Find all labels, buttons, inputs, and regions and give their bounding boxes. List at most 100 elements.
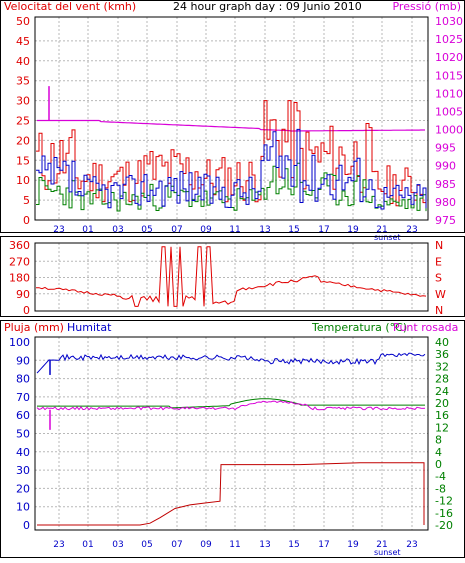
pressure-tick-975: 975 — [435, 214, 456, 227]
pressure-tick-980: 980 — [435, 196, 456, 209]
dewpoint-line — [36, 400, 426, 411]
pressure-tick-995: 995 — [435, 142, 456, 155]
direction-line — [36, 246, 427, 307]
p1-xtick-7: 13 — [259, 225, 270, 235]
temp-tick-24: 24 — [435, 385, 449, 398]
rain-line — [37, 462, 425, 526]
p1-xtick-9: 17 — [318, 225, 329, 235]
pressure-tick-1010: 1010 — [435, 87, 463, 100]
humidity-axis-label: Humitat — [67, 321, 112, 334]
temp-tick-20: 20 — [435, 397, 449, 410]
hum-tick-20: 20 — [16, 482, 30, 495]
p1-xtick-0: 23 — [53, 225, 64, 235]
hum-tick-0: 0 — [23, 519, 30, 532]
hum-tick-90: 90 — [16, 354, 30, 367]
hum-tick-60: 60 — [16, 409, 30, 422]
rain-axis-label: Pluja (mm) — [4, 321, 64, 334]
wind-tick-0: 0 — [23, 214, 30, 227]
pressure-tick-1020: 1020 — [435, 51, 463, 64]
panel3-grid — [35, 337, 428, 530]
p3-xtick-12: 23 — [406, 540, 417, 550]
p1-xtick-4: 07 — [171, 225, 182, 235]
temp-tick-0: 0 — [435, 458, 442, 471]
pressure-tick-990: 990 — [435, 160, 456, 173]
pressure-axis-label: Pressió (mb) — [392, 0, 461, 13]
rain-humidity-y-ticks: 0 10 20 30 40 50 60 70 80 90 100 — [9, 336, 30, 532]
panel-wind-pressure: Velocitat del vent (kmh) 24 hour graph d… — [0, 0, 465, 242]
wind-tick-15: 15 — [16, 154, 30, 167]
temp-tick-12: 12 — [435, 421, 449, 434]
panel3-x-ticks: 23 01 03 05 07 09 11 13 15 17 19 21 23 — [53, 540, 417, 550]
p1-xtick-2: 03 — [112, 225, 123, 235]
temp-tick--4: -4 — [435, 470, 446, 483]
wind-average-line — [36, 128, 427, 210]
compass-W: W — [435, 288, 446, 301]
panel-rain-humidity-temperature: Pluja (mm) Humitat Temperatura (°C) Punt… — [0, 320, 465, 558]
p3-xtick-9: 17 — [318, 540, 329, 550]
wind-axis-label: Velocitat del vent (kmh) — [4, 0, 136, 13]
gust-line — [36, 100, 427, 207]
panel2-grid — [35, 243, 428, 311]
wind-tick-35: 35 — [16, 75, 30, 88]
hum-tick-100: 100 — [9, 336, 30, 349]
p3-xtick-2: 03 — [112, 540, 123, 550]
humidity-line — [36, 352, 426, 374]
pressure-tick-1030: 1030 — [435, 15, 463, 28]
pressure-tick-985: 985 — [435, 178, 456, 191]
temp-tick--20: -20 — [435, 519, 453, 532]
wind-tick-40: 40 — [16, 55, 30, 68]
panel1-x-ticks: 23 01 03 05 07 09 11 13 15 17 19 21 23 — [53, 225, 417, 235]
temperature-axis-label: Temperatura (°C) — [311, 321, 407, 334]
sunset-label-2: sunset — [374, 548, 401, 557]
wind-tick-30: 30 — [16, 95, 30, 108]
panel2-plot-frame — [34, 242, 429, 312]
p3-xtick-5: 09 — [200, 540, 212, 550]
p3-xtick-6: 11 — [229, 540, 240, 550]
compass-E: E — [435, 255, 442, 268]
wind-tick-20: 20 — [16, 134, 30, 147]
hum-tick-70: 70 — [16, 391, 30, 404]
wind-tick-10: 10 — [16, 174, 30, 187]
p3-xtick-11: 21 — [376, 540, 387, 550]
panel1-series — [36, 86, 427, 212]
temp-tick-40: 40 — [435, 336, 449, 349]
hum-tick-50: 50 — [16, 428, 30, 441]
p1-xtick-3: 05 — [141, 225, 152, 235]
chart-title: 24 hour graph day : 09 Junio 2010 — [173, 0, 362, 13]
temp-tick-32: 32 — [435, 360, 449, 373]
panel2-series — [36, 246, 427, 307]
pressure-tick-1025: 1025 — [435, 33, 463, 46]
dir-tick-90: 90 — [16, 288, 30, 301]
p1-xtick-6: 11 — [229, 225, 240, 235]
panel2-frame — [0, 236, 465, 317]
p3-xtick-3: 05 — [141, 540, 152, 550]
dewpoint-axis-label: Punt rosada — [393, 321, 458, 334]
dir-tick-0: 0 — [23, 304, 30, 317]
temp-tick-28: 28 — [435, 373, 449, 386]
dir-tick-180: 180 — [9, 272, 30, 285]
p3-xtick-4: 07 — [171, 540, 182, 550]
dir-tick-360: 360 — [9, 239, 30, 252]
wind-tick-50: 50 — [16, 15, 30, 28]
wind-tick-25: 25 — [16, 115, 30, 128]
p1-xtick-1: 01 — [82, 225, 93, 235]
p1-xtick-12: 23 — [406, 225, 417, 235]
pressure-tick-1000: 1000 — [435, 124, 463, 137]
hum-tick-40: 40 — [16, 446, 30, 459]
panel3-series — [36, 352, 426, 526]
temp-tick-8: 8 — [435, 434, 442, 447]
compass-S: S — [435, 272, 442, 285]
p3-xtick-1: 01 — [82, 540, 93, 550]
pressure-line — [37, 119, 425, 132]
p1-xtick-11: 21 — [376, 225, 387, 235]
compass-N: N — [435, 239, 443, 252]
compass-N: N — [435, 304, 443, 317]
p3-xtick-7: 13 — [259, 540, 270, 550]
hum-tick-10: 10 — [16, 501, 30, 514]
temp-tick--12: -12 — [435, 495, 453, 508]
